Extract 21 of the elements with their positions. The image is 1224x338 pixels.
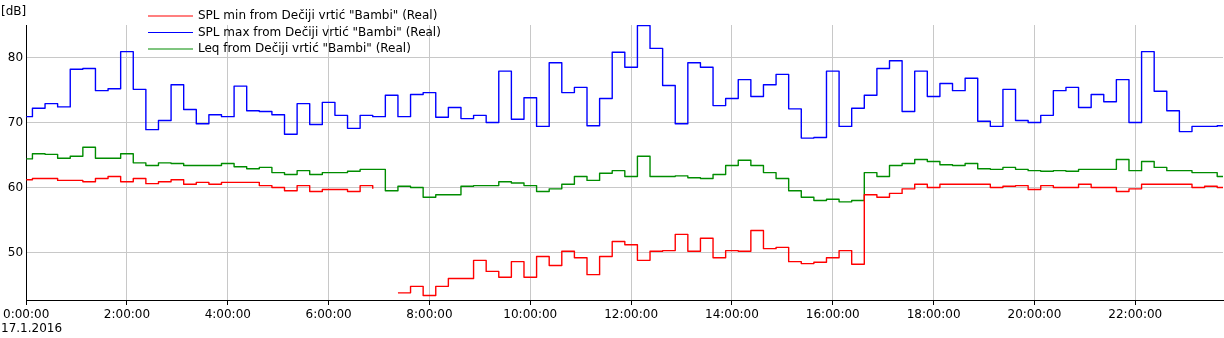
x-tick-label: 6:00:00 [305,307,352,322]
x-tick-label: 16:00:00 [805,307,860,322]
x-tick-label: 0:00:00 [3,307,50,322]
x-tick-label: 18:00:00 [906,307,961,322]
x-tick-label: 12:00:00 [604,307,659,322]
y-axis-title: [dB] [1,4,27,19]
legend-label: Leq from Dečiji vrtić "Bambi" (Real) [198,41,411,56]
x-tick-label: 20:00:00 [1007,307,1062,322]
x-tick-label: 2:00:00 [103,307,151,322]
x-tick-label: 4:00:00 [204,307,251,322]
x-tick-label: 22:00:00 [1108,307,1163,322]
y-tick-label: 70 [7,114,24,129]
x-tick-label: 10:00:00 [503,307,558,322]
y-tick-label: 60 [7,179,24,194]
y-tick-label: 50 [7,244,24,259]
legend-label: SPL max from Dečiji vrtić "Bambi" (Real) [198,24,441,39]
x-tick-label: 8:00:00 [406,307,453,322]
x-tick-label: 14:00:00 [705,307,759,322]
text: 17.1.2016 [1,321,63,336]
legend-label: SPL min from Dečiji vrtić "Bambi" (Real) [198,8,438,23]
y-tick-label: 80 [7,49,24,64]
